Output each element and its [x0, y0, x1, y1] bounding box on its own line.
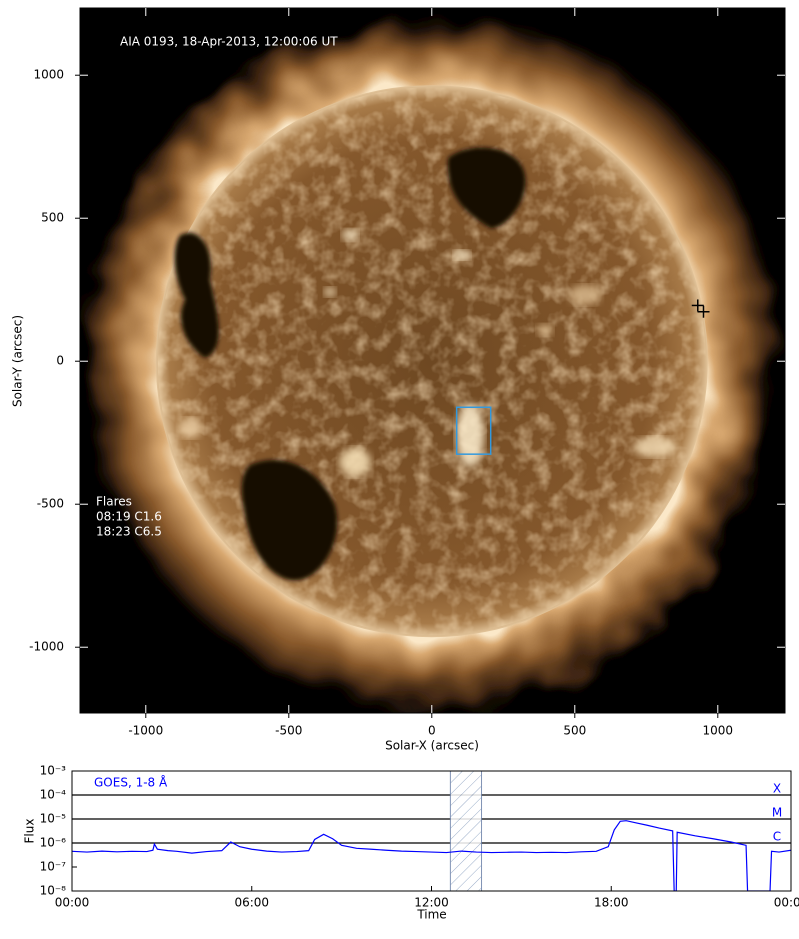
- flux-line: [72, 820, 791, 891]
- disk-texture: [157, 87, 706, 636]
- y-tick-label: 0: [56, 354, 64, 368]
- coronal-hole: [241, 459, 338, 581]
- image-frame: [79, 7, 786, 714]
- class-level-label: C: [773, 830, 781, 844]
- x-tick-label: 500: [563, 724, 586, 738]
- x-tick-label: 00:00: [55, 896, 90, 910]
- y-tick-label: 10⁻³: [40, 764, 67, 778]
- y-tick-label: 10⁻⁵: [40, 812, 67, 826]
- bright-region: [178, 418, 202, 438]
- bright-region: [454, 250, 470, 260]
- image-time-span: [449, 770, 483, 892]
- bright-region: [537, 324, 553, 336]
- bright-region: [633, 437, 677, 457]
- y-tick-label: 10⁻⁸: [40, 884, 67, 898]
- class-level-label: M: [772, 806, 782, 820]
- y-tick-label: -1000: [29, 640, 64, 654]
- bright-region: [456, 403, 484, 467]
- goes-panel: GOES, 1-8 Å Time Flux 10⁻⁸ 10⁻⁷ 10⁻⁶ 10⁻⁵ 10…: [23, 764, 799, 922]
- x-tick-label: -500: [275, 724, 302, 738]
- bright-region: [342, 229, 358, 241]
- plot-background: [72, 771, 791, 891]
- class-level-label: X: [773, 782, 781, 796]
- x-axis-label: Solar-X (arcsec): [385, 739, 479, 753]
- coronal-hole: [174, 232, 219, 358]
- flare-note: 08:19 C1.6: [96, 510, 162, 524]
- y-tick-label: 10⁻⁴: [40, 788, 67, 802]
- y-axis-label: Flux: [23, 819, 37, 844]
- position-marker: [697, 305, 710, 318]
- solar-image-panel: AIA 0193, 18-Apr-2013, 12:00:06 UT Flare…: [11, 7, 786, 753]
- flare-note: Flares: [96, 495, 132, 509]
- x-tick-label: 06:00: [234, 896, 269, 910]
- coronal-hole: [447, 147, 526, 229]
- y-tick-label: 500: [41, 211, 64, 225]
- y-tick-label: 10⁻⁷: [40, 860, 67, 874]
- x-tick-label: 12:00: [414, 896, 449, 910]
- y-axis-label: Solar-Y (arcsec): [11, 315, 25, 407]
- x-tick-label: -1000: [128, 724, 163, 738]
- region-box: [455, 406, 492, 455]
- legend-label: GOES, 1-8 Å: [94, 775, 168, 790]
- sun-image: [80, 8, 785, 713]
- y-tick-label: 10⁻⁶: [40, 836, 67, 850]
- position-marker: [691, 299, 704, 312]
- x-tick-label: 00:00: [774, 896, 799, 910]
- flare-note: 18:23 C6.5: [96, 525, 162, 539]
- y-tick-label: 1000: [33, 68, 64, 82]
- y-tick-label: -500: [37, 497, 64, 511]
- bright-region: [569, 285, 601, 305]
- plot-frame: [71, 770, 792, 892]
- x-tick-label: 18:00: [594, 896, 629, 910]
- x-axis-label: Time: [416, 908, 446, 922]
- bright-region: [324, 287, 336, 297]
- bright-region: [339, 448, 371, 476]
- image-title: AIA 0193, 18-Apr-2013, 12:00:06 UT: [120, 35, 338, 49]
- x-tick-label: 0: [428, 724, 436, 738]
- x-tick-label: 1000: [703, 724, 734, 738]
